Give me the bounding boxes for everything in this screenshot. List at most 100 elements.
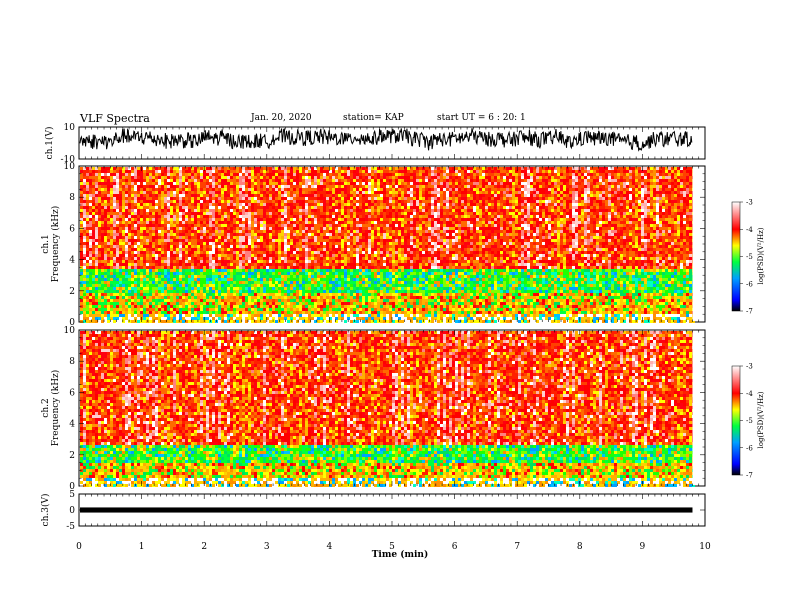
spectrogram-cell — [281, 251, 284, 254]
spectrogram-cell — [326, 203, 329, 206]
spectrogram-cell — [155, 215, 158, 218]
spectrogram-cell — [140, 290, 143, 293]
spectrogram-cell — [215, 260, 218, 263]
spectrogram-cell — [89, 218, 92, 221]
spectrogram-cell — [200, 173, 203, 176]
spectrogram-cell — [263, 278, 266, 281]
spectrogram-cell — [122, 269, 125, 272]
spectrogram-cell — [254, 251, 257, 254]
spectrogram-cell — [92, 317, 95, 320]
spectrogram-cell — [275, 227, 278, 230]
spectrogram-cell — [266, 317, 269, 320]
spectrogram-cell — [170, 257, 173, 260]
spectrogram-cell — [80, 314, 83, 317]
spectrogram-cell — [281, 218, 284, 221]
spectrogram-cell — [107, 305, 110, 308]
spectrogram-cell — [311, 266, 314, 269]
spectrogram-cell — [83, 242, 86, 245]
spectrogram-cell — [191, 236, 194, 239]
spectrogram-cell — [353, 308, 356, 311]
spectrogram-cell — [365, 185, 368, 188]
spectrogram-cell — [323, 221, 326, 224]
spectrogram-cell — [338, 182, 341, 185]
spectrogram-cell — [188, 221, 191, 224]
spectrogram-cell — [101, 305, 104, 308]
spectrogram-cell — [122, 230, 125, 233]
spectrogram-cell — [197, 314, 200, 317]
spectrogram-cell — [137, 266, 140, 269]
spectrogram-cell — [305, 296, 308, 299]
spectrogram-cell — [293, 302, 296, 305]
spectrogram-cell — [233, 272, 236, 275]
spectrogram-cell — [269, 308, 272, 311]
spectrogram-cell — [284, 179, 287, 182]
spectrogram-cell — [164, 239, 167, 242]
spectrogram-cell — [131, 290, 134, 293]
spectrogram-cell — [143, 296, 146, 299]
spectrogram-cell — [125, 275, 128, 278]
spectrogram-cell — [86, 290, 89, 293]
spectrogram-cell — [194, 317, 197, 320]
spectrogram-cell — [332, 284, 335, 287]
spectrogram-cell — [143, 299, 146, 302]
spectrogram-cell — [272, 203, 275, 206]
spectrogram-cell — [269, 314, 272, 317]
spectrogram-cell — [158, 275, 161, 278]
spectrogram-cell — [137, 260, 140, 263]
spectrogram-cell — [347, 194, 350, 197]
spectrogram-cell — [167, 254, 170, 257]
spectrogram-cell — [269, 254, 272, 257]
spectrogram-cell — [356, 209, 359, 212]
spectrogram-cell — [290, 200, 293, 203]
spectrogram-cell — [221, 320, 224, 323]
spectrogram-cell — [230, 245, 233, 248]
spectrogram-cell — [101, 272, 104, 275]
spectrogram-cell — [95, 266, 98, 269]
spectrogram-cell — [215, 314, 218, 317]
spectrogram-cell — [290, 320, 293, 323]
spectrogram-cell — [365, 314, 368, 317]
spectrogram-cell — [188, 314, 191, 317]
spectrogram-cell — [308, 317, 311, 320]
spectrogram-cell — [230, 170, 233, 173]
spectrogram-cell — [206, 221, 209, 224]
spectrogram-cell — [173, 260, 176, 263]
spectrogram-cell — [311, 200, 314, 203]
spectrogram-cell — [113, 266, 116, 269]
spectrogram-cell — [263, 236, 266, 239]
spectrogram-cell — [239, 212, 242, 215]
spectrogram-cell — [209, 272, 212, 275]
spectrogram-cell — [365, 221, 368, 224]
spectrogram-cell — [329, 248, 332, 251]
spectrogram-cell — [155, 188, 158, 191]
spectrogram-cell — [290, 203, 293, 206]
spectrogram-cell — [221, 257, 224, 260]
spectrogram-cell — [266, 296, 269, 299]
spectrogram-cell — [350, 239, 353, 242]
spectrogram-cell — [278, 245, 281, 248]
spectrogram-cell — [338, 278, 341, 281]
spectrogram-cell — [140, 239, 143, 242]
spectrogram-cell — [152, 245, 155, 248]
spectrogram-cell — [284, 170, 287, 173]
spectrogram-cell — [191, 191, 194, 194]
spectrogram-cell — [314, 263, 317, 266]
spectrogram-cell — [116, 206, 119, 209]
spectrogram-cell — [137, 215, 140, 218]
spectrogram-cell — [245, 320, 248, 323]
spectrogram-cell — [248, 284, 251, 287]
spectrogram-cell — [281, 221, 284, 224]
spectrogram-cell — [200, 299, 203, 302]
spectrogram-cell — [338, 179, 341, 182]
spectrogram-cell — [287, 212, 290, 215]
spectrogram-cell — [338, 296, 341, 299]
spectrogram-cell — [245, 233, 248, 236]
spectrogram-cell — [206, 242, 209, 245]
spectrogram-cell — [92, 206, 95, 209]
spectrogram-cell — [332, 218, 335, 221]
spectrogram-cell — [236, 254, 239, 257]
spectrogram-cell — [140, 236, 143, 239]
spectrogram-cell — [149, 176, 152, 179]
spectrogram-cell — [200, 182, 203, 185]
spectrogram-cell — [116, 179, 119, 182]
